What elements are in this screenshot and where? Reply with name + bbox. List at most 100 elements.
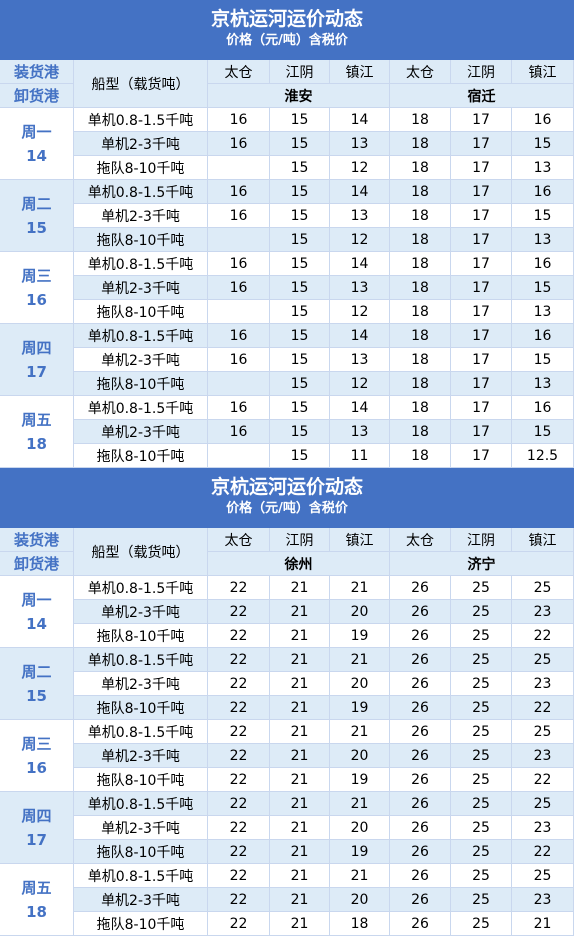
price-cell: 18: [390, 204, 451, 228]
price-cell: 22: [208, 816, 270, 840]
title-band: 京杭运河运价动态价格（元/吨）含税价: [0, 0, 574, 60]
day-date: 18: [26, 902, 47, 921]
price-cell: 20: [330, 600, 390, 624]
table-subtitle: 价格（元/吨）含税价: [226, 33, 348, 48]
ship-type: 单机2-3千吨: [74, 276, 208, 300]
price-cell: 13: [330, 420, 390, 444]
price-cell: 16: [208, 204, 270, 228]
price-cell: 15: [270, 348, 330, 372]
day-name: 周三: [21, 266, 52, 285]
price-cell: 17: [451, 444, 512, 468]
price-cell: 25: [451, 768, 512, 792]
price-cell: 25: [451, 912, 512, 936]
price-cell: 18: [390, 276, 451, 300]
ship-type: 拖队8-10千吨: [74, 228, 208, 252]
price-cell: 26: [390, 624, 451, 648]
price-cell: [208, 228, 270, 252]
price-cell: 16: [208, 180, 270, 204]
price-cell: [208, 444, 270, 468]
price-cell: 14: [330, 108, 390, 132]
price-cell: 17: [451, 420, 512, 444]
price-cell: 14: [330, 252, 390, 276]
price-cell: 22: [512, 696, 574, 720]
header-cell: 卸货港: [0, 552, 74, 576]
day-name: 周一: [21, 122, 52, 141]
price-cell: 25: [512, 792, 574, 816]
price-cell: 18: [390, 228, 451, 252]
table-title: 京杭运河运价动态: [210, 476, 363, 498]
price-cell: 21: [270, 816, 330, 840]
price-cell: 25: [451, 624, 512, 648]
price-cell: 12.5: [512, 444, 574, 468]
price-cell: 21: [330, 576, 390, 600]
price-cell: 17: [451, 228, 512, 252]
price-cell: 15: [270, 276, 330, 300]
price-cell: 17: [451, 348, 512, 372]
title-band: 京杭运河运价动态 价格（元/吨）含税价: [0, 468, 574, 528]
price-cell: 17: [451, 324, 512, 348]
ship-type: 单机0.8-1.5千吨: [74, 864, 208, 888]
price-cell: 21: [512, 912, 574, 936]
price-cell: 21: [330, 864, 390, 888]
price-cell: 19: [330, 840, 390, 864]
port-header: 太仓: [208, 60, 270, 84]
price-cell: 17: [451, 180, 512, 204]
port-header: 镇江: [330, 60, 390, 84]
day-cell: 周五 18: [0, 396, 74, 468]
price-cell: 17: [451, 252, 512, 276]
day-date: 15: [26, 686, 47, 705]
price-cell: 13: [512, 156, 574, 180]
price-cell: 12: [330, 300, 390, 324]
ship-type: 单机0.8-1.5千吨: [74, 792, 208, 816]
price-cell: 25: [451, 816, 512, 840]
price-cell: 22: [208, 768, 270, 792]
price-cell: 15: [270, 132, 330, 156]
price-cell: 15: [512, 420, 574, 444]
day-date: 14: [26, 614, 47, 633]
price-cell: 21: [270, 912, 330, 936]
ship-type: 拖队8-10千吨: [74, 768, 208, 792]
price-cell: 22: [208, 744, 270, 768]
price-cell: 15: [270, 300, 330, 324]
price-cell: 16: [208, 108, 270, 132]
price-cell: 25: [451, 864, 512, 888]
price-cell: 15: [270, 444, 330, 468]
ship-type: 拖队8-10千吨: [74, 444, 208, 468]
price-cell: 16: [208, 420, 270, 444]
price-cell: 26: [390, 840, 451, 864]
day-cell: 周四 17: [0, 792, 74, 864]
day-date: 17: [26, 362, 47, 381]
price-cell: 22: [512, 840, 574, 864]
day-name: 周四: [21, 806, 52, 825]
price-cell: 15: [270, 420, 330, 444]
price-cell: 26: [390, 576, 451, 600]
price-cell: 15: [270, 396, 330, 420]
price-cell: 16: [208, 396, 270, 420]
table-title: 京杭运河运价动态: [210, 8, 363, 30]
price-cell: 25: [451, 600, 512, 624]
price-cell: 22: [512, 624, 574, 648]
price-cell: 26: [390, 600, 451, 624]
price-cell: 22: [208, 672, 270, 696]
port-header: 太仓: [390, 528, 451, 552]
ship-type: 单机2-3千吨: [74, 348, 208, 372]
day-name: 周二: [21, 194, 52, 213]
destination-header: 济宁: [390, 552, 574, 576]
price-cell: 18: [390, 324, 451, 348]
price-cell: 15: [270, 324, 330, 348]
port-header: 镇江: [512, 60, 574, 84]
price-cell: 20: [330, 744, 390, 768]
price-cell: 25: [512, 720, 574, 744]
day-date: 15: [26, 218, 47, 237]
ship-type: 单机0.8-1.5千吨: [74, 108, 208, 132]
price-cell: 15: [512, 276, 574, 300]
day-date: 18: [26, 434, 47, 453]
price-cell: 18: [390, 396, 451, 420]
ship-type: 单机2-3千吨: [74, 744, 208, 768]
ship-type: 单机0.8-1.5千吨: [74, 576, 208, 600]
day-date: 17: [26, 830, 47, 849]
price-cell: [208, 300, 270, 324]
price-cell: 13: [512, 372, 574, 396]
price-cell: 13: [512, 300, 574, 324]
price-cell: 22: [208, 648, 270, 672]
